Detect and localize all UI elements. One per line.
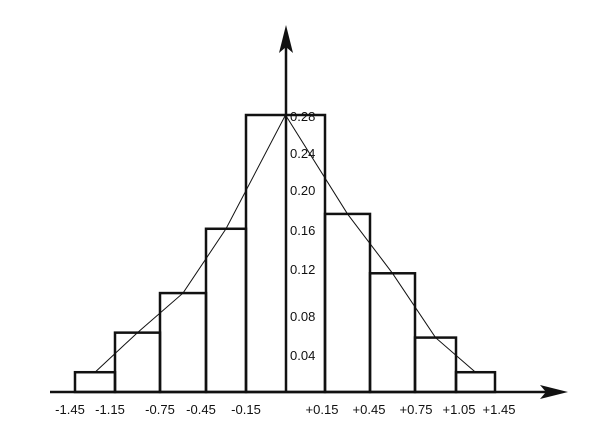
y-tick-label: 0.16 xyxy=(290,223,315,238)
x-tick-label: +0.75 xyxy=(400,402,433,417)
histogram-bar xyxy=(454,370,497,394)
x-tick-label: -1.45 xyxy=(55,402,85,417)
x-tick-labels: -1.45 -1.15 -0.75 -0.45 -0.15 +0.15 +0.45 +0.75… xyxy=(55,402,515,417)
histogram-bar xyxy=(158,291,208,394)
histogram-bar xyxy=(113,331,162,394)
x-tick-label: -0.45 xyxy=(186,402,216,417)
x-tick-label: +0.15 xyxy=(306,402,339,417)
histogram-bar xyxy=(413,336,458,394)
y-axis-arrow xyxy=(279,25,293,53)
histogram-bar xyxy=(323,212,372,394)
y-tick-label: 0.08 xyxy=(290,309,315,324)
x-tick-label: -0.75 xyxy=(145,402,175,417)
y-tick-label: 0.12 xyxy=(290,262,315,277)
y-tick-label: 0.24 xyxy=(290,146,315,161)
histogram-bar xyxy=(204,227,248,394)
x-tick-label: -1.15 xyxy=(95,402,125,417)
y-tick-label: 0.04 xyxy=(290,348,315,363)
x-tick-label: +1.05 xyxy=(443,402,476,417)
histogram-bar xyxy=(368,272,417,394)
y-tick-label: 0.20 xyxy=(290,183,315,198)
x-tick-label: -0.15 xyxy=(231,402,261,417)
x-axis-arrow xyxy=(540,385,568,399)
histogram-bar xyxy=(73,370,117,394)
y-tick-labels: 0.28 0.24 0.20 0.16 0.12 0.08 0.04 xyxy=(290,109,315,363)
x-tick-label: +0.45 xyxy=(353,402,386,417)
y-tick-label: 0.28 xyxy=(290,109,315,124)
x-tick-label: +1.45 xyxy=(483,402,516,417)
